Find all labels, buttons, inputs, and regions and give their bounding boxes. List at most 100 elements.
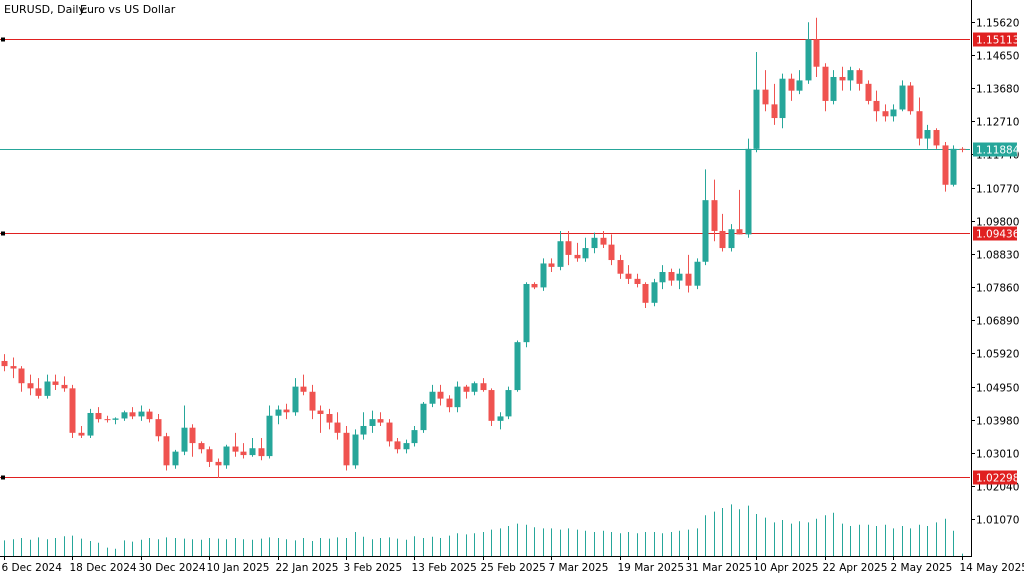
candlestick[interactable] (224, 445, 230, 469)
candle-body (216, 462, 222, 465)
candle-body (609, 245, 615, 260)
candle-body (404, 443, 410, 449)
candle-body (62, 385, 68, 388)
candle-body (720, 231, 726, 248)
candlestick[interactable] (421, 402, 427, 433)
candle-body (848, 70, 854, 80)
candle-body (652, 282, 658, 303)
time-tick-label: 14 May 2025 (960, 562, 1024, 574)
candle-body (754, 90, 760, 149)
price-tick-label: 1.06890 (976, 316, 1019, 328)
candle-body (883, 111, 889, 116)
candlestick[interactable] (88, 409, 94, 438)
candlestick[interactable] (746, 139, 752, 238)
price-tick-label: 1.08830 (976, 250, 1019, 262)
candle-body (643, 284, 649, 303)
candle-body (789, 79, 795, 91)
candle-body (703, 200, 709, 262)
candle-body (241, 452, 247, 455)
candle-body (105, 419, 111, 420)
level-price-label: 1.02298 (976, 473, 1019, 485)
candle-body (686, 274, 692, 286)
candle-body (36, 388, 42, 396)
chart-description-label: Euro vs US Dollar (80, 3, 176, 16)
candle-body (481, 383, 487, 390)
candle-body (780, 79, 786, 118)
candlestick[interactable] (353, 429, 359, 468)
candle-body (601, 238, 607, 245)
candle-body (173, 452, 179, 466)
candle-body (455, 387, 461, 408)
time-tick-label: 2 May 2025 (891, 562, 953, 574)
candle-body (772, 104, 778, 118)
candle-body (814, 39, 820, 66)
level-line-anchor[interactable] (1, 38, 5, 42)
candle-body (310, 392, 316, 411)
candle-body (70, 388, 76, 432)
candle-body (164, 436, 170, 465)
candle-body (224, 447, 230, 466)
candlestick[interactable] (489, 388, 495, 426)
candle-body (284, 410, 290, 413)
candle-body (669, 272, 675, 281)
candlestick[interactable] (164, 433, 170, 471)
candlestick[interactable] (951, 145, 957, 186)
candle-body (130, 412, 136, 416)
time-tick-label: 22 Apr 2025 (823, 562, 888, 574)
candle-body (233, 447, 239, 452)
candle-body (635, 279, 641, 284)
candle-body (472, 383, 478, 392)
candlestick[interactable] (515, 340, 521, 391)
time-tick-label: 19 Mar 2025 (618, 562, 685, 574)
candle-body (447, 399, 453, 408)
candle-body (2, 361, 8, 366)
candle-body (421, 404, 427, 430)
candlestick[interactable] (943, 142, 949, 192)
candle-body (370, 419, 376, 426)
time-tick-label: 3 Feb 2025 (344, 562, 403, 574)
candlestick[interactable] (524, 282, 530, 347)
candle-body (156, 419, 162, 436)
chart-symbol-label: EURUSD, Daily: (4, 3, 88, 16)
candle-body (139, 412, 145, 417)
level-line-anchor[interactable] (1, 476, 5, 480)
candlestick[interactable] (908, 82, 914, 115)
candlestick[interactable] (652, 279, 658, 306)
candle-body (677, 274, 683, 281)
candle-body (430, 392, 436, 404)
candlestick[interactable] (70, 385, 76, 438)
candle-body (797, 80, 803, 90)
candle-body (917, 111, 923, 138)
candle-body (11, 366, 17, 368)
time-tick-label: 30 Dec 2024 (139, 562, 206, 574)
price-tick-label: 1.01070 (976, 515, 1019, 527)
candle-body (327, 414, 333, 423)
candle-body (823, 67, 829, 101)
candle-body (549, 263, 555, 266)
price-tick-label: 1.05920 (976, 349, 1019, 361)
time-tick-label: 22 Jan 2025 (276, 562, 339, 574)
price-tick-label: 1.03980 (976, 416, 1019, 428)
candle-body (583, 248, 589, 258)
candlestick[interactable] (866, 80, 872, 104)
level-line-anchor[interactable] (1, 232, 5, 236)
candle-body (626, 274, 632, 279)
time-tick-label: 13 Feb 2025 (412, 562, 477, 574)
candlestick[interactable] (506, 387, 512, 420)
candle-body (464, 387, 470, 392)
candlestick[interactable] (695, 258, 701, 289)
candle-body (943, 145, 949, 184)
candle-body (250, 448, 256, 455)
candle-body (199, 443, 205, 449)
candle-body (558, 241, 564, 267)
time-tick-label: 10 Apr 2025 (754, 562, 819, 574)
candle-body (207, 449, 213, 462)
candle-body (515, 342, 521, 390)
price-tick-label: 1.15620 (976, 18, 1019, 30)
candle-body (532, 284, 538, 287)
candle-body (524, 284, 530, 342)
candle-body (908, 86, 914, 112)
candle-body (575, 255, 581, 258)
candle-body (831, 77, 837, 101)
